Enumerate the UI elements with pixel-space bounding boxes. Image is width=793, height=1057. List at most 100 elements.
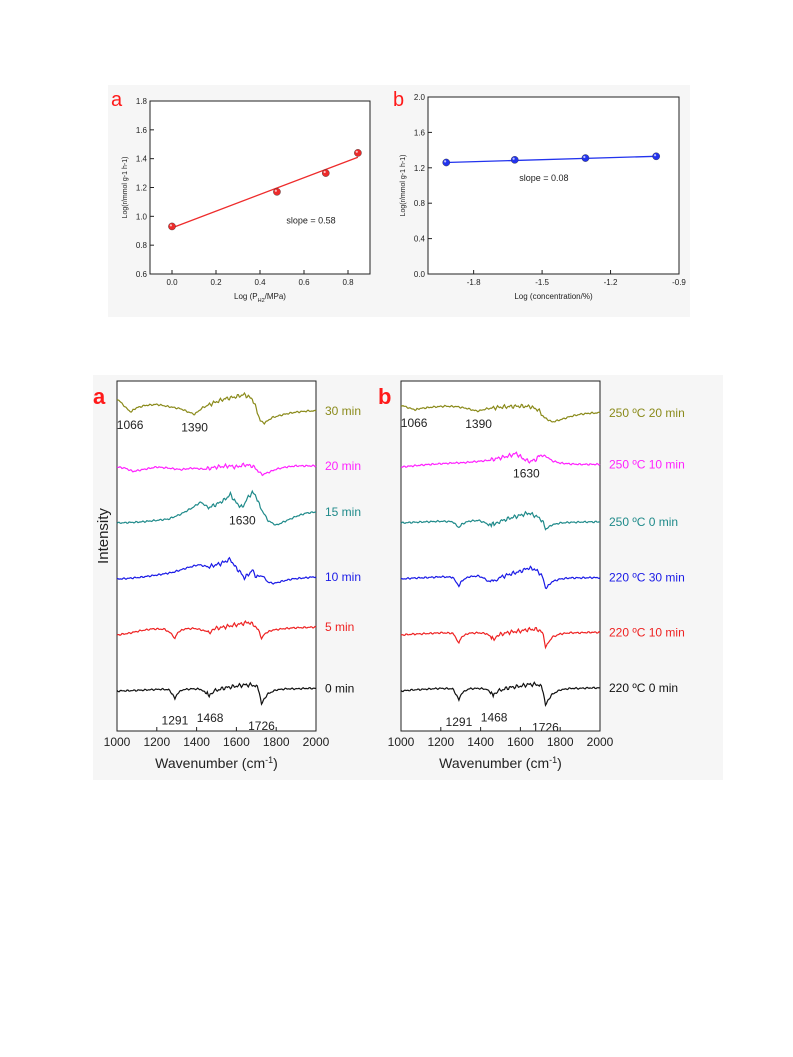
series-line (400, 565, 601, 590)
x-tick-label: 1000 (388, 735, 415, 749)
data-point-highlight (355, 150, 358, 153)
data-point (321, 169, 330, 177)
y-tick-label: 1.6 (136, 126, 148, 135)
slope-annotation: slope = 0.08 (519, 173, 568, 183)
data-point-highlight (444, 160, 447, 163)
y-tick-label: 1.0 (136, 212, 148, 221)
chart-top-b: -1.8 -1.5 -1.2 -0.9 0.0 0.4 0.8 1.2 1.6 2.0 slope … (400, 93, 686, 301)
data-point (510, 156, 519, 164)
plot-frame (400, 380, 601, 732)
peak-label: 1630 (229, 514, 256, 528)
peak-label: 1468 (197, 711, 224, 725)
series-label: 250 ºC 10 min (609, 457, 685, 471)
y-tick-label: 0.6 (136, 270, 148, 279)
data-point-highlight (583, 155, 586, 159)
y-tick-label: 0.4 (414, 235, 426, 244)
figure2-panel-letter-a: a (93, 384, 106, 409)
peak-label: 1291 (162, 714, 189, 728)
x-tick-label: -1.2 (604, 278, 618, 287)
data-point-highlight (169, 224, 172, 227)
data-point-highlight (653, 154, 657, 157)
series-line (116, 681, 316, 706)
series-label: 10 min (325, 570, 361, 584)
data-point-highlight (512, 157, 515, 160)
series-line (400, 510, 600, 531)
fit-line (171, 156, 359, 229)
data-point (168, 222, 176, 231)
y-tick-label: 1.2 (414, 164, 426, 173)
series-line (116, 556, 317, 585)
x-tick-label: 1200 (143, 735, 170, 749)
series-label: 250 ºC 0 min (609, 515, 678, 529)
y-tick-label: 0.8 (136, 241, 148, 250)
peak-label: 1390 (465, 417, 492, 431)
x-tick-label: 0.8 (342, 278, 354, 287)
y-axis-label: Log(r/mmol g-1 h-1) (400, 155, 407, 217)
x-axis-label: Wavenumber (cm-1) (155, 755, 278, 771)
peak-label: 1630 (513, 466, 540, 480)
series-label: 30 min (325, 404, 361, 418)
data-point-highlight (274, 189, 277, 192)
x-axis-label: Log (concentration/%) (514, 292, 593, 301)
series-line (400, 681, 600, 708)
y-axis-label: Log(r/mmol g-1 h-1) (122, 157, 129, 219)
x-tick-label: -1.5 (535, 278, 549, 287)
series-line (116, 489, 317, 526)
series-line (116, 462, 317, 477)
x-tick-label: 2000 (303, 735, 330, 749)
fit-line (446, 155, 657, 164)
x-tick-label: 1000 (104, 735, 131, 749)
y-tick-label: 1.8 (136, 97, 148, 106)
slope-annotation: slope = 0.58 (286, 216, 335, 226)
peak-label: 1726 (532, 720, 559, 734)
y-tick-label: 1.6 (414, 128, 426, 137)
data-point (442, 158, 451, 167)
series-label: 0 min (325, 681, 354, 695)
series-label: 15 min (325, 505, 361, 519)
x-tick-label: 0.2 (210, 278, 222, 287)
x-tick-label: -1.8 (467, 278, 481, 287)
y-tick-label: 2.0 (414, 93, 426, 102)
series-label: 250 ºC 20 min (609, 406, 685, 420)
series-line (400, 626, 601, 650)
series-label: 220 ºC 30 min (609, 571, 685, 585)
data-point (354, 149, 362, 157)
peak-label: 1066 (117, 418, 144, 432)
data-point (273, 188, 281, 196)
y-axis-label: Intensity (95, 508, 112, 564)
series-label: 220 ºC 0 min (609, 681, 678, 695)
peak-label: 1066 (401, 416, 428, 430)
x-tick-label: 0.6 (298, 278, 310, 287)
series-label: 5 min (325, 620, 354, 634)
x-axis-label: Wavenumber (cm-1) (439, 755, 562, 771)
plot-frame (116, 380, 317, 732)
x-tick-label: 0.4 (254, 278, 266, 287)
series-label: 220 ºC 10 min (609, 625, 685, 639)
x-tick-label: 2000 (587, 735, 614, 749)
y-tick-label: 0.0 (414, 270, 426, 279)
data-point (652, 152, 660, 161)
series-line (116, 391, 317, 426)
x-tick-label: 1800 (547, 735, 574, 749)
y-tick-label: 0.8 (414, 199, 426, 208)
x-tick-label: 0.0 (166, 278, 178, 287)
plot-frame (427, 96, 680, 275)
x-tick-label: 1600 (223, 735, 250, 749)
peak-label: 1468 (481, 710, 508, 724)
x-tick-label: 1400 (183, 735, 210, 749)
x-tick-label: -0.9 (672, 278, 686, 287)
series-line (400, 451, 601, 468)
chart-top-a: 0.0 0.2 0.4 0.6 0.8 0.6 0.8 1.0 1.2 1.4 1.6 1.8 slop… (122, 97, 371, 304)
series-label: 20 min (325, 459, 361, 473)
y-tick-label: 1.2 (136, 184, 148, 193)
x-tick-label: 1200 (427, 735, 454, 749)
chart-bottom-a: 1000 1200 1400 1600 1800 2000 0 min 5 min 10 min… (95, 380, 361, 771)
data-point (581, 154, 590, 162)
y-tick-label: 1.4 (136, 155, 148, 164)
plot-frame (149, 100, 371, 275)
x-tick-label: 1400 (467, 735, 494, 749)
peak-label: 1291 (446, 715, 473, 729)
x-tick-label: 1800 (263, 735, 290, 749)
peak-label: 1390 (181, 420, 208, 434)
